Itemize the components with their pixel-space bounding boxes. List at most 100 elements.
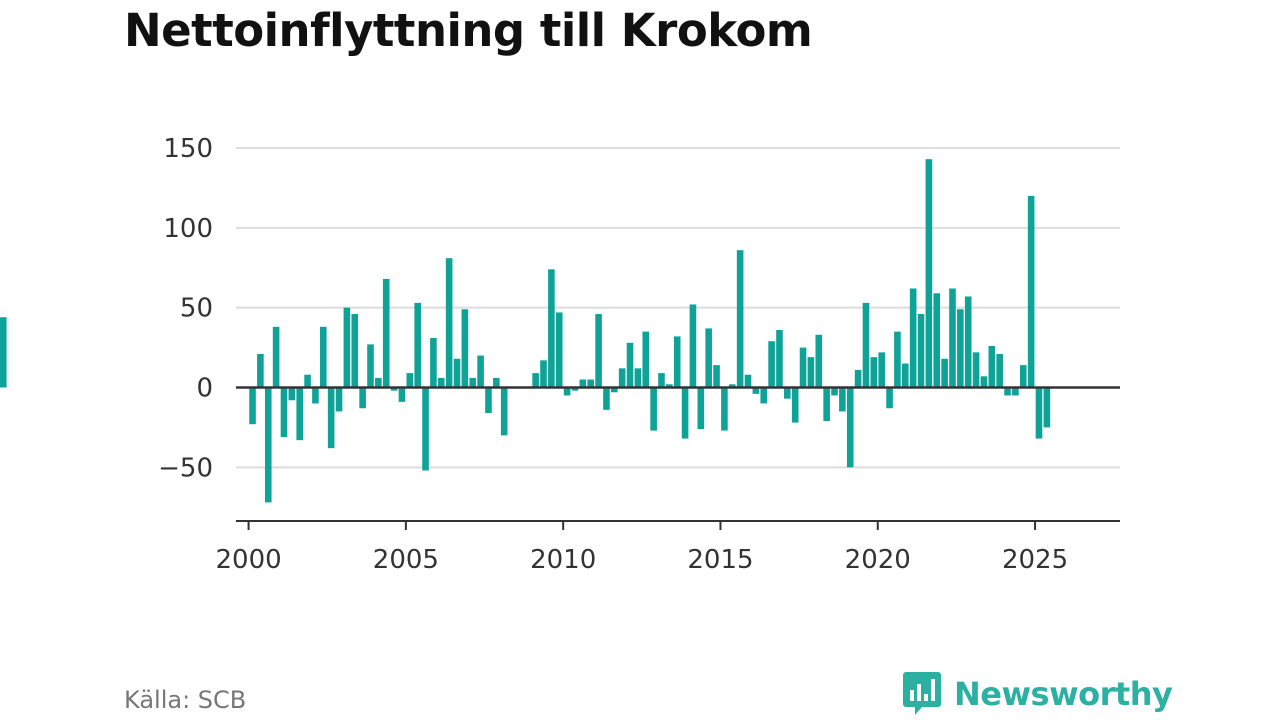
bar: [579, 379, 587, 388]
bar: [721, 387, 728, 431]
x-axis-ticks: 2000 2005 2010 2015 2020 2025: [215, 521, 1068, 575]
bar: [894, 331, 901, 388]
bar-chart-speech-bubble-icon: [903, 672, 941, 715]
bar: [461, 309, 469, 388]
bar: [406, 373, 414, 388]
x-tick-label: 2025: [1002, 545, 1068, 575]
bars: [0, 159, 1051, 503]
bar: [422, 387, 429, 471]
y-tick-label: 50: [180, 294, 213, 324]
bar: [1027, 195, 1035, 388]
bar: [752, 387, 760, 394]
bar: [791, 387, 799, 423]
bar: [343, 307, 351, 388]
x-tick-label: 2005: [373, 545, 439, 575]
bar: [312, 387, 319, 404]
bar: [563, 387, 571, 396]
bar: [673, 336, 681, 388]
bar: [414, 302, 421, 388]
bar: [280, 387, 288, 437]
bar: [933, 293, 941, 388]
bar: [548, 269, 555, 388]
bar: [1043, 387, 1051, 428]
bar: [839, 387, 846, 412]
bar: [618, 368, 626, 388]
bar: [320, 326, 327, 388]
bar: [854, 369, 862, 388]
bar: [964, 296, 972, 388]
bar: [658, 373, 665, 388]
gridlines: [236, 147, 1120, 469]
bar: [776, 330, 783, 388]
bar: [689, 304, 697, 388]
brand-logo[interactable]: Newsworthy: [902, 670, 1173, 718]
bar: [430, 337, 437, 388]
bar: [500, 387, 508, 436]
bar: [359, 387, 366, 409]
bar: [453, 358, 461, 388]
bar: [249, 387, 256, 425]
bar: [634, 368, 642, 388]
bar: [697, 387, 705, 429]
bar: [0, 317, 7, 388]
bar: [768, 341, 775, 388]
bar: [713, 365, 720, 388]
bar: [980, 376, 988, 388]
bar: [878, 352, 885, 388]
bar: [540, 360, 547, 388]
y-tick-label: 100: [163, 214, 213, 244]
bar: [257, 353, 264, 388]
bar: [886, 387, 893, 409]
bar: [972, 352, 980, 388]
bar: [445, 258, 453, 388]
bar: [595, 314, 602, 388]
bar: [957, 309, 964, 388]
source-note: Källa: SCB: [124, 686, 247, 714]
bar: [799, 347, 807, 388]
bar: [917, 314, 925, 388]
x-tick-label: 2020: [845, 545, 911, 575]
bar: [705, 328, 712, 388]
y-tick-label: −50: [158, 453, 213, 483]
bar: [870, 357, 878, 388]
bar: [996, 353, 1003, 388]
bar: [736, 250, 744, 388]
bar: [437, 377, 445, 388]
bar: [760, 387, 768, 404]
bar: [1012, 387, 1019, 396]
bar: [650, 387, 657, 431]
bar: [555, 312, 563, 388]
bar: [477, 355, 484, 388]
bar: [925, 159, 933, 388]
bar: [351, 314, 359, 388]
bar: [398, 387, 406, 402]
bar: [288, 387, 296, 401]
bar: [815, 334, 823, 388]
bar: [784, 387, 791, 399]
bar: [296, 387, 303, 441]
bar: [988, 345, 996, 388]
bar: [304, 374, 311, 388]
bar: [1035, 387, 1043, 439]
bar: [493, 377, 500, 388]
brand-name: Newsworthy: [954, 675, 1173, 713]
bar: [587, 379, 594, 388]
bar: [272, 326, 280, 388]
bar: [485, 387, 492, 414]
bar: [390, 387, 398, 391]
bar: [264, 387, 272, 503]
x-tick-label: 2010: [530, 545, 596, 575]
bar: [327, 387, 335, 449]
chart-title: Nettoinflyttning till Krokom: [124, 4, 813, 57]
bar: [807, 357, 815, 388]
bar: [1004, 387, 1011, 396]
bar: [909, 288, 917, 388]
bar: [901, 363, 909, 388]
bar: [846, 387, 854, 468]
bar: [831, 387, 838, 396]
bar: [941, 358, 948, 388]
bar: [642, 331, 650, 388]
bar: [728, 384, 736, 388]
bar: [367, 344, 374, 388]
